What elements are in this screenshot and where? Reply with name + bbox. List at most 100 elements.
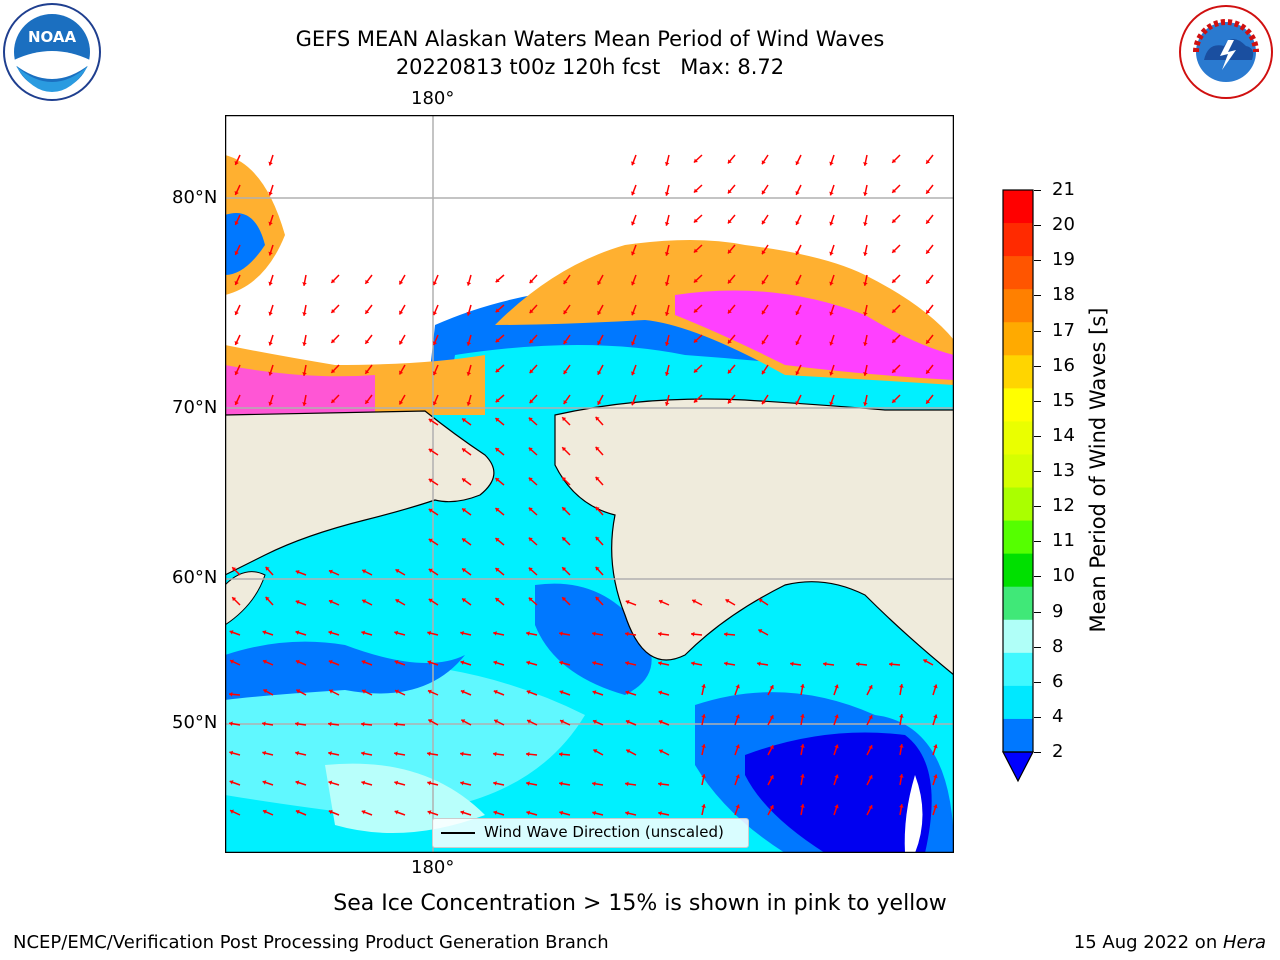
wind-arrow-head <box>495 418 500 422</box>
wind-arrow-head <box>432 281 438 286</box>
wind-arrow-head <box>493 689 498 695</box>
wind-arrow-head <box>563 340 568 345</box>
wind-arrow-head <box>863 312 868 316</box>
wind-arrow-head <box>229 691 233 697</box>
wind-arrow-head <box>664 311 670 316</box>
wind-arrow-head <box>229 750 234 756</box>
colorbar-tick-label: 8 <box>1052 635 1064 657</box>
wind-arrow-head <box>863 282 868 286</box>
wind-arrow-head <box>625 660 629 666</box>
wind-arrow-head <box>625 631 629 637</box>
wind-arrow-head <box>664 221 670 226</box>
wind-arrow-head <box>559 690 564 695</box>
wind-arrow-head <box>263 689 268 694</box>
wind-arrow-head <box>399 310 404 315</box>
wind-arrow-head <box>800 684 805 688</box>
wind-arrow-head <box>295 630 300 635</box>
wind-arrow-head <box>559 660 564 666</box>
sea-ice-caption: Sea Ice Concentration > 15% is shown in … <box>333 891 947 916</box>
wind-arrow-head <box>427 780 432 786</box>
wind-arrow-head <box>466 371 472 376</box>
wind-arrow-head <box>460 689 465 695</box>
wind-arrow-head <box>295 570 300 575</box>
wind-arrow-head <box>428 568 433 573</box>
wind-arrow-head <box>926 279 931 284</box>
colorbar-segment <box>1003 190 1033 224</box>
wind-arrow-head <box>892 398 897 403</box>
wind-arrow-head <box>933 684 938 689</box>
colorbar-tick-mark <box>1034 541 1041 543</box>
colorbar-tick-label: 14 <box>1052 424 1075 446</box>
wind-arrow-head <box>693 248 698 253</box>
wind-arrow-head <box>268 191 273 196</box>
wind-arrow-head <box>735 744 740 749</box>
wind-arrow-head <box>592 660 597 666</box>
wind-arrow-head <box>769 685 774 690</box>
wind-arrow-head <box>933 714 938 719</box>
wind-arrow-head <box>625 690 630 695</box>
chart-title-line2: 20220813 t00z 120h fcst Max: 8.72 <box>395 55 785 79</box>
wind-arrow-head <box>829 161 834 166</box>
colorbar-tick-label: 12 <box>1052 495 1075 517</box>
wind-arrow-head <box>658 690 663 695</box>
wind-arrow-head <box>461 719 466 724</box>
wind-arrow-head <box>631 281 636 286</box>
wind-arrow-head <box>495 478 500 482</box>
wind-arrow-head <box>526 690 531 695</box>
map-legend: Wind Wave Direction (unscaled) <box>432 818 749 848</box>
colorbar-segment <box>1003 256 1033 290</box>
wind-arrow-head <box>795 220 800 225</box>
wind-arrow-head <box>693 218 698 223</box>
wind-arrow-head <box>234 341 239 345</box>
colorbar-segment <box>1003 520 1033 555</box>
colorbar-segment <box>1003 652 1033 687</box>
wind-arrow-head <box>829 311 834 316</box>
wind-arrow-head <box>664 401 670 406</box>
colorbar-tick-label: 20 <box>1052 214 1075 236</box>
wind-arrow-head <box>493 660 498 665</box>
wind-arrow-head <box>528 447 533 452</box>
wind-arrow-head <box>466 311 472 316</box>
wind-arrow-head <box>295 600 300 605</box>
colorbar-tick-mark <box>1034 225 1041 227</box>
wind-arrow-head <box>493 631 497 636</box>
wind-arrow-head <box>466 341 472 346</box>
wind-arrow-head <box>460 751 464 757</box>
wind-arrow-head <box>262 750 267 756</box>
wind-arrow-head <box>829 341 834 346</box>
wind-arrow-head <box>563 400 568 405</box>
wind-arrow-head <box>899 684 904 688</box>
wind-arrow-head <box>735 804 740 809</box>
wind-arrow-head <box>735 714 740 719</box>
wind-arrow-head <box>361 630 366 636</box>
wind-arrow-head <box>559 631 563 636</box>
wind-arrow-head <box>727 279 732 284</box>
wind-arrows <box>228 154 938 816</box>
lon-label-top: 180° <box>411 88 455 109</box>
footer-left: NCEP/EMC/Verification Post Processing Pr… <box>13 932 609 953</box>
colorbar-segment <box>1003 223 1033 257</box>
wind-arrow-head <box>592 719 597 724</box>
colorbar-tick-mark <box>1034 576 1041 578</box>
colorbar-tick-mark <box>1034 716 1041 718</box>
wind-arrow-head <box>926 189 931 194</box>
wind-arrow-head <box>265 596 270 601</box>
colorbar-tick-label: 16 <box>1052 354 1075 376</box>
wind-arrow-head <box>701 714 706 718</box>
wind-arrow-head <box>597 280 602 285</box>
wind-arrow-head <box>693 308 698 313</box>
wind-arrow-head <box>863 162 868 166</box>
colorbar-tick-mark <box>1034 260 1041 262</box>
wind-arrow-head <box>761 160 766 165</box>
wind-arrow-head <box>658 599 663 604</box>
colorbar-tick-mark <box>1034 330 1041 332</box>
wind-arrow-head <box>631 191 636 196</box>
wind-arrow-head <box>302 342 307 346</box>
wind-arrow-head <box>856 661 860 667</box>
wind-arrow-head <box>295 721 299 727</box>
wind-arrow-head <box>562 507 567 512</box>
wind-arrow-head <box>795 310 800 315</box>
wind-arrow-head <box>595 446 600 451</box>
wind-arrow-head <box>735 774 740 779</box>
wind-arrow-head <box>493 751 497 757</box>
